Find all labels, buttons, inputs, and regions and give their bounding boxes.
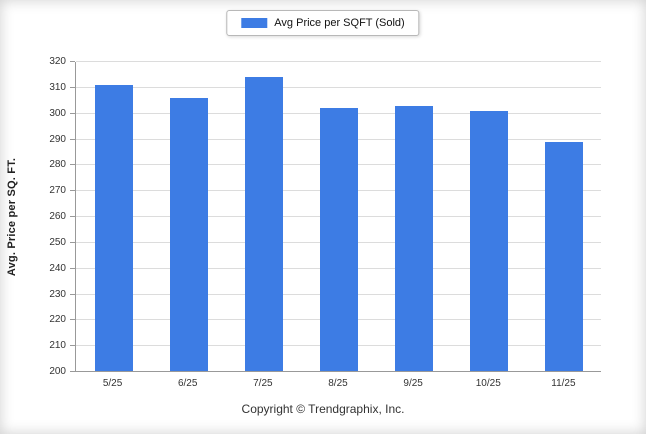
y-axis-tick [70,86,75,88]
gridline [76,61,601,62]
bar [469,110,508,371]
y-axis-tick [70,241,75,243]
bar-slot [451,62,526,371]
bar [244,77,283,371]
y-tick-label: 240 [49,262,66,274]
x-tick-label: 7/25 [253,378,273,389]
bar-slot [376,62,451,371]
y-tick-label: 230 [49,288,66,300]
y-tick-label: 200 [49,366,66,377]
x-tick-label: 11/25 [551,378,576,389]
y-tick-label: 280 [49,159,66,171]
x-tick-label: 6/25 [177,378,198,389]
y-tick-label: 300 [49,107,66,119]
y-axis-tick [70,164,75,166]
bar-slot [226,62,301,371]
y-tick-label: 250 [49,236,66,248]
bar [94,85,133,371]
y-tick-label: 290 [49,133,66,145]
y-axis-tick [70,61,75,62]
y-tick-label: 320 [49,56,66,67]
bar [319,108,358,371]
x-tick-label: 5/25 [102,378,123,389]
footer-copyright: Copyright © Trendgraphix, Inc. [241,402,405,416]
x-axis-labels: 5/25 6/25 7/25 8/25 9/25 10/25 11/25 [75,378,601,389]
y-axis-tick [70,112,75,114]
y-tick-label: 220 [49,314,66,326]
y-axis-tick [70,138,75,140]
x-tick-label: 9/25 [403,378,423,389]
y-axis-tick [70,293,75,295]
y-axis-tick [70,319,75,321]
y-tick-label: 210 [49,340,66,352]
gridline [76,86,601,88]
y-axis-tick [70,371,75,372]
bar [544,141,583,371]
y-axis-tick [70,190,75,192]
legend-swatch-icon [241,18,268,28]
bars-layer [76,62,601,371]
y-axis-tick [70,216,75,217]
y-tick-label: 310 [49,81,66,93]
bar-slot [526,62,601,371]
x-tick-label: 8/25 [328,378,348,389]
y-tick-label: 270 [49,185,66,197]
y-axis-tick [70,267,75,269]
plot-area [75,61,601,372]
bar-slot [301,62,376,371]
legend-label: Avg Price per SQFT (Sold) [274,17,405,29]
y-axis-tick [70,345,75,347]
legend: Avg Price per SQFT (Sold) [226,10,420,36]
bar [394,105,433,371]
chart-area: Avg. Price per SQ. FT. 200 210 220 230 240 25… [0,56,646,377]
bar-slot [76,62,151,371]
y-tick-label: 260 [49,211,66,222]
bar-slot [151,62,226,371]
bar [169,98,208,371]
x-tick-label: 10/25 [475,378,501,389]
